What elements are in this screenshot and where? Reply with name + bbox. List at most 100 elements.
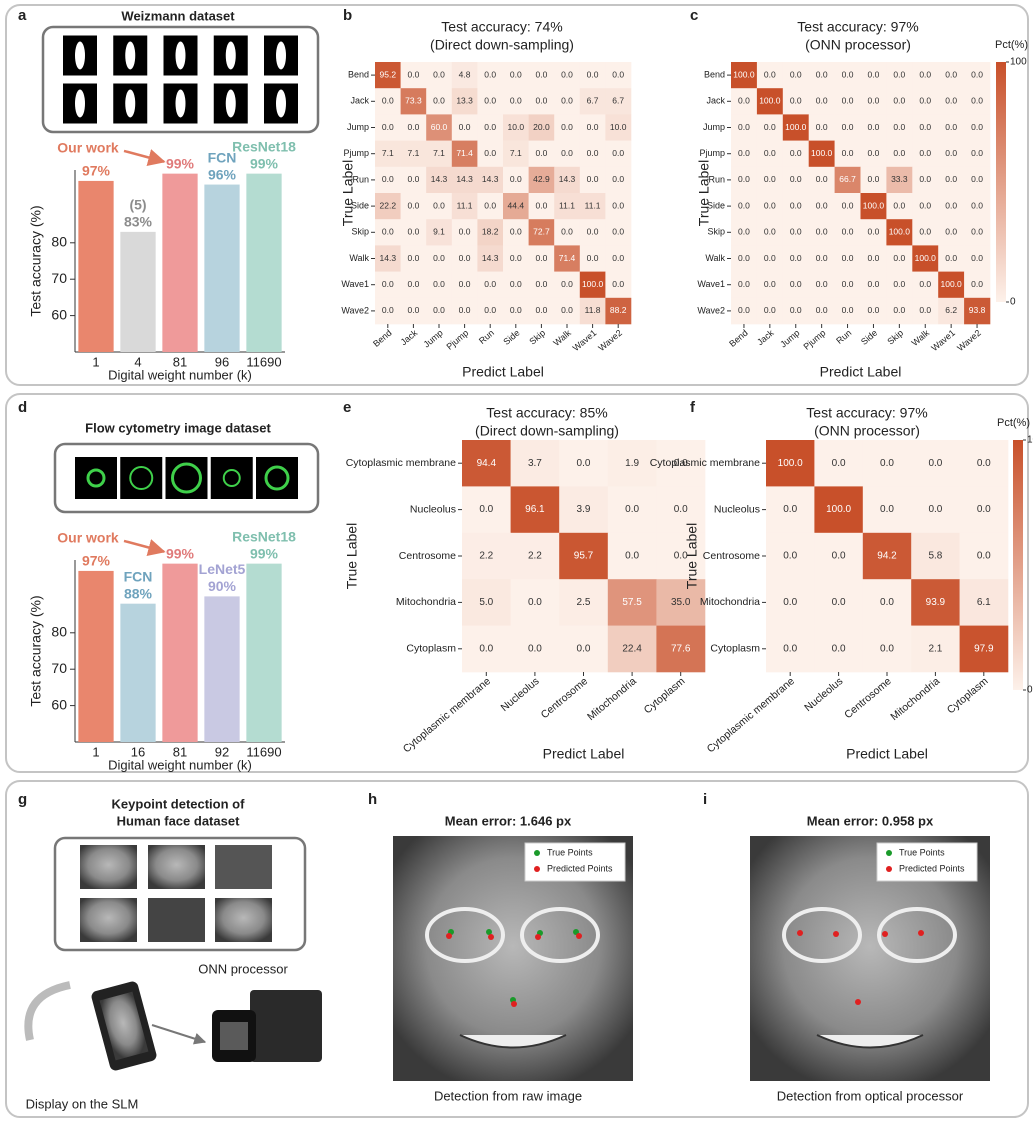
cell-label: 0.0 <box>790 148 802 158</box>
cell-label: 0.0 <box>535 96 547 106</box>
x-tick-label: 16 <box>131 744 145 759</box>
y-category-label: Mitochondria <box>396 596 456 608</box>
cell-label: 33.3 <box>891 174 908 184</box>
cell-label: 100.0 <box>785 122 807 132</box>
colorbar-tick-label: 100 <box>1027 435 1033 446</box>
cell-label: 0.0 <box>842 279 854 289</box>
cell-label: 0.0 <box>893 279 905 289</box>
cell-label: 0.0 <box>971 148 983 158</box>
cell-label: 0.0 <box>842 148 854 158</box>
cell-label: 0.0 <box>971 227 983 237</box>
cell-label: 0.0 <box>484 122 496 132</box>
cell-label: 10.0 <box>610 122 627 132</box>
cell-label: 0.0 <box>783 551 797 562</box>
colorbar <box>1013 440 1023 690</box>
y-tick-label: 70 <box>51 660 67 676</box>
chart-subtitle: (ONN processor) <box>805 37 911 53</box>
cell-label: 0.0 <box>764 279 776 289</box>
cell-label: 0.0 <box>587 227 599 237</box>
cell-label: 0.0 <box>587 253 599 263</box>
cell-label: 0.0 <box>816 200 828 210</box>
bar <box>162 564 197 742</box>
silhouette <box>125 42 135 70</box>
cell-label: 0.0 <box>484 279 496 289</box>
face-thumbnail <box>148 898 205 942</box>
cell-label: 88.2 <box>610 305 627 315</box>
cell-label: 96.1 <box>525 504 545 515</box>
cell-label: 0.0 <box>764 305 776 315</box>
cell-label: 0.0 <box>612 279 624 289</box>
silhouette <box>176 90 186 118</box>
x-axis-label: Predict Label <box>846 746 928 762</box>
cell-label: 35.0 <box>671 597 691 608</box>
cell-label: 0.0 <box>868 174 880 184</box>
cell-label: 0.0 <box>893 122 905 132</box>
cell-label: 0.0 <box>971 174 983 184</box>
y-axis-label: Test accuracy (%) <box>28 595 44 706</box>
cell-label: 0.0 <box>577 458 591 469</box>
cell-label: 97.9 <box>974 643 994 654</box>
cell-label: 0.0 <box>842 253 854 263</box>
value-label: 83% <box>124 214 153 230</box>
cell-label: 0.0 <box>484 148 496 158</box>
cell-label: 14.3 <box>456 174 473 184</box>
cell-label: 0.0 <box>880 597 894 608</box>
panel-title: Mean error: 0.958 px <box>807 813 934 828</box>
cell-label: 0.0 <box>674 504 688 515</box>
cell-label: 0.0 <box>790 227 802 237</box>
cell-label: 57.5 <box>622 597 642 608</box>
cell-label: 0.0 <box>893 200 905 210</box>
cell-label: 0.0 <box>868 253 880 263</box>
cell-label: 0.0 <box>738 200 750 210</box>
y-category-label: Wave1 <box>341 279 369 289</box>
cell-label: 0.0 <box>612 227 624 237</box>
cell-label: 0.0 <box>577 643 591 654</box>
cell-label: 7.1 <box>407 148 419 158</box>
cell-label: 0.0 <box>919 69 931 79</box>
panel-title: Mean error: 1.646 px <box>445 813 572 828</box>
cell-label: 0.0 <box>535 148 547 158</box>
panel-label: a <box>18 7 27 24</box>
cell-label: 0.0 <box>587 69 599 79</box>
cell-label: 0.0 <box>407 200 419 210</box>
cell-label: 42.9 <box>533 174 550 184</box>
legend-marker <box>886 850 892 856</box>
bar <box>120 232 155 352</box>
bar-name: LeNet5 <box>199 561 246 577</box>
cell-label: 0.0 <box>625 551 639 562</box>
cell-label: 0.0 <box>612 253 624 263</box>
cell-label: 22.2 <box>380 200 397 210</box>
panel-label: h <box>368 791 377 808</box>
silhouette <box>276 42 286 70</box>
x-tick-label: 81 <box>173 354 187 369</box>
cell-label: 0.0 <box>816 227 828 237</box>
cell-label: 0.0 <box>535 279 547 289</box>
bar-name: ResNet18 <box>232 138 296 154</box>
bar-name: FCN <box>124 568 153 584</box>
cell-label: 0.0 <box>919 305 931 315</box>
cell-label: 0.0 <box>764 253 776 263</box>
figure: g Keypoint detection of Human face datas… <box>0 0 1033 1122</box>
cell-label: 100.0 <box>941 279 963 289</box>
cell-label: 0.0 <box>459 279 471 289</box>
cell-label: 0.0 <box>561 96 573 106</box>
cell-label: 0.0 <box>790 253 802 263</box>
y-category-label: Centrosome <box>399 550 456 562</box>
y-category-label: Wave2 <box>697 305 725 315</box>
cell-label: 100.0 <box>759 96 781 106</box>
cell-label: 100.0 <box>915 253 937 263</box>
cell-label: 6.2 <box>945 305 957 315</box>
cell-label: 0.0 <box>919 122 931 132</box>
bar-name: Our work <box>57 530 119 546</box>
panel-label: c <box>690 7 698 24</box>
y-category-label: Jack <box>706 96 725 106</box>
colorbar-tick-label: 0 <box>1010 297 1016 308</box>
cell-label: 0.0 <box>407 69 419 79</box>
cell-label: 0.0 <box>433 305 445 315</box>
legend-label: Predicted Points <box>899 863 965 873</box>
bar <box>120 604 155 742</box>
value-label: 99% <box>250 545 279 561</box>
cell-label: 20.0 <box>533 122 550 132</box>
cell-label: 0.0 <box>535 305 547 315</box>
bar <box>246 564 281 742</box>
